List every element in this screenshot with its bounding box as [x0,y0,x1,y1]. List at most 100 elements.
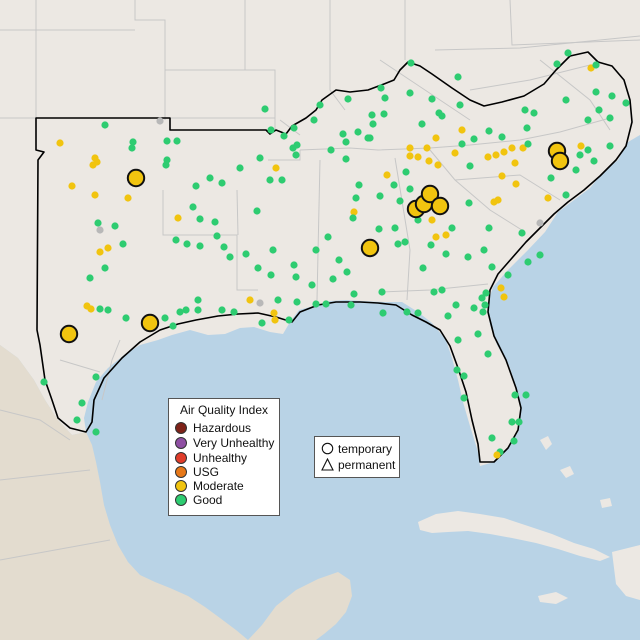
monitor-marker[interactable] [427,241,435,249]
monitor-marker[interactable] [156,117,164,125]
monitor-marker[interactable] [366,134,374,142]
monitor-marker[interactable] [274,296,282,304]
monitor-marker[interactable] [92,373,100,381]
monitor-marker[interactable] [419,264,427,272]
monitor-marker[interactable] [355,181,363,189]
monitor-marker[interactable] [562,96,570,104]
monitor-marker[interactable] [369,120,377,128]
monitor-marker[interactable] [584,146,592,154]
monitor-marker[interactable] [352,194,360,202]
monitor-marker[interactable] [480,246,488,254]
monitor-marker[interactable] [253,207,261,215]
monitor-marker[interactable] [504,271,512,279]
monitor-marker[interactable] [111,222,119,230]
monitor-marker[interactable] [256,299,264,307]
monitor-marker[interactable] [163,137,171,145]
monitor-marker[interactable] [511,391,519,399]
monitor-marker[interactable] [606,114,614,122]
monitor-marker[interactable] [161,314,169,322]
monitor-marker[interactable] [290,124,298,132]
monitor-marker[interactable] [220,243,228,251]
monitor-marker[interactable] [78,399,86,407]
monitor-marker[interactable] [492,151,500,159]
monitor-marker[interactable] [183,240,191,248]
monitor-marker[interactable] [206,174,214,182]
monitor-marker[interactable] [96,226,104,234]
monitor-marker[interactable] [316,101,324,109]
monitor-marker[interactable] [68,182,76,190]
monitor-marker[interactable] [266,176,274,184]
monitor-marker[interactable] [324,233,332,241]
monitor-marker[interactable] [414,216,422,224]
monitor-marker[interactable] [396,197,404,205]
monitor-marker[interactable] [347,301,355,309]
monitor-marker[interactable] [407,59,415,67]
monitor-marker[interactable] [327,146,335,154]
monitor-marker[interactable] [246,296,254,304]
monitor-marker[interactable] [521,106,529,114]
monitor-marker[interactable] [379,309,387,317]
temporary-monitor-marker[interactable] [140,313,160,333]
monitor-marker[interactable] [608,92,616,100]
monitor-marker[interactable] [73,416,81,424]
monitor-marker[interactable] [236,164,244,172]
monitor-marker[interactable] [92,428,100,436]
monitor-marker[interactable] [354,128,362,136]
monitor-marker[interactable] [418,120,426,128]
monitor-marker[interactable] [606,142,614,150]
monitor-marker[interactable] [129,138,137,146]
monitor-marker[interactable] [377,84,385,92]
monitor-marker[interactable] [536,251,544,259]
monitor-marker[interactable] [524,258,532,266]
monitor-marker[interactable] [438,286,446,294]
monitor-marker[interactable] [335,256,343,264]
monitor-marker[interactable] [522,391,530,399]
monitor-marker[interactable] [454,336,462,344]
monitor-marker[interactable] [242,250,250,258]
monitor-marker[interactable] [508,418,516,426]
monitor-marker[interactable] [500,148,508,156]
monitor-marker[interactable] [162,161,170,169]
monitor-marker[interactable] [482,289,490,297]
monitor-marker[interactable] [278,176,286,184]
monitor-marker[interactable] [622,99,630,107]
monitor-marker[interactable] [269,246,277,254]
monitor-marker[interactable] [368,111,376,119]
monitor-marker[interactable] [530,109,538,117]
monitor-marker[interactable] [451,149,459,157]
monitor-marker[interactable] [310,116,318,124]
monitor-marker[interactable] [430,288,438,296]
monitor-marker[interactable] [270,309,278,317]
monitor-marker[interactable] [211,218,219,226]
monitor-marker[interactable] [342,155,350,163]
monitor-marker[interactable] [493,451,501,459]
monitor-marker[interactable] [456,101,464,109]
monitor-marker[interactable] [590,157,598,165]
monitor-marker[interactable] [292,151,300,159]
monitor-marker[interactable] [256,154,264,162]
monitor-marker[interactable] [342,138,350,146]
monitor-marker[interactable] [508,144,516,152]
monitor-marker[interactable] [435,109,443,117]
monitor-marker[interactable] [465,199,473,207]
monitor-marker[interactable] [576,151,584,159]
monitor-marker[interactable] [322,300,330,308]
monitor-marker[interactable] [91,191,99,199]
monitor-marker[interactable] [192,182,200,190]
monitor-marker[interactable] [402,168,410,176]
monitor-marker[interactable] [544,194,552,202]
monitor-marker[interactable] [592,88,600,96]
aqi-markers[interactable] [40,49,630,459]
monitor-marker[interactable] [383,171,391,179]
monitor-marker[interactable] [584,116,592,124]
monitor-marker[interactable] [350,208,358,216]
temporary-monitor-marker[interactable] [430,196,450,216]
monitor-marker[interactable] [498,133,506,141]
monitor-marker[interactable] [213,232,221,240]
monitor-marker[interactable] [272,164,280,172]
monitor-marker[interactable] [428,95,436,103]
monitor-marker[interactable] [93,158,101,166]
monitor-marker[interactable] [196,215,204,223]
monitor-marker[interactable] [406,185,414,193]
monitor-marker[interactable] [343,268,351,276]
